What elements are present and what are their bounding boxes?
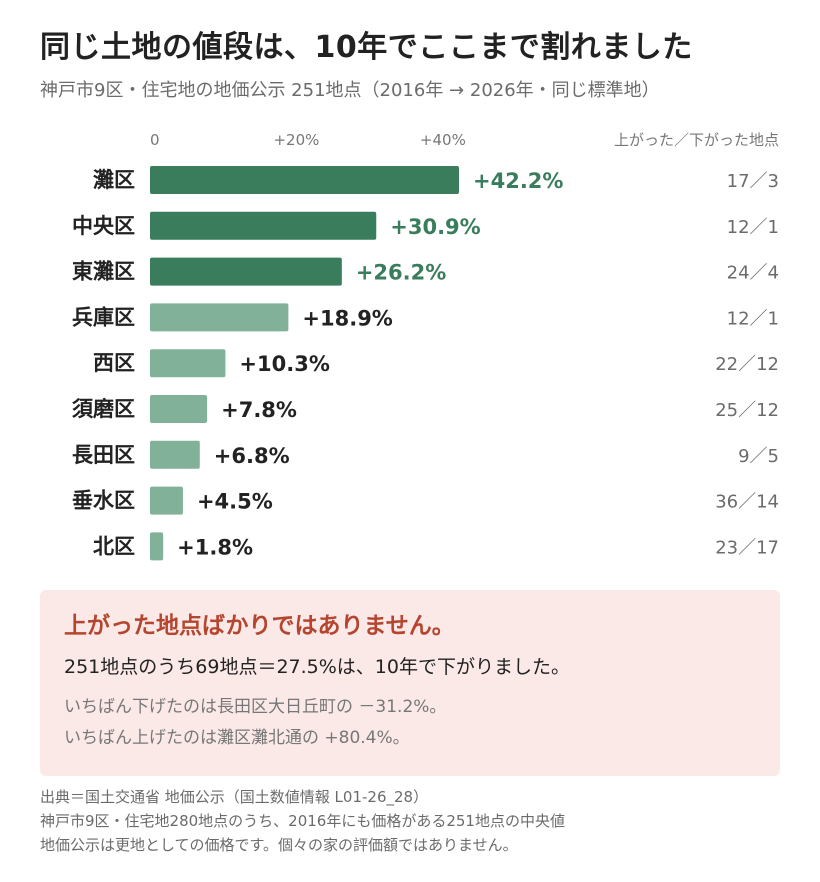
- bar: [150, 532, 164, 561]
- axis-tick-label: 0: [150, 131, 160, 149]
- count-label: 12／1: [727, 217, 779, 238]
- count-column-header: 上がった／下がった地点: [614, 131, 779, 149]
- bar: [150, 303, 289, 332]
- axis-tick-label: +20%: [273, 131, 319, 149]
- category-label: 中央区: [72, 214, 135, 238]
- count-label: 9／5: [738, 446, 779, 467]
- footer-note-median: 神戸市9区・住宅地280地点のうち、2016年にも価格がある251地点の中央値: [40, 812, 565, 830]
- callout-sub-text-high: いちばん上げたのは灘区灘北通の +80.4%。: [64, 728, 410, 748]
- bar: [150, 257, 342, 286]
- count-label: 24／4: [727, 263, 779, 284]
- data-label: +1.8%: [177, 535, 253, 559]
- callout-box: 上がった地点ばかりではありません。 251地点のうち69地点＝27.5%は、10…: [40, 590, 780, 776]
- axis-tick-label: +40%: [420, 131, 466, 149]
- data-label: +6.8%: [214, 444, 290, 468]
- footer-source: 出典＝国土交通省 地価公示（国土数値情報 L01-26_28）: [40, 788, 429, 806]
- bar: [150, 395, 208, 423]
- bar: [150, 349, 226, 378]
- category-label: 灘区: [93, 168, 135, 192]
- callout-main-text: 251地点のうち69地点＝27.5%は、10年で下がりました。: [64, 656, 570, 678]
- data-label: +10.3%: [239, 352, 329, 376]
- count-label: 25／12: [715, 400, 779, 421]
- data-label: +42.2%: [473, 169, 563, 193]
- category-label: 兵庫区: [72, 305, 135, 329]
- category-label: 北区: [93, 534, 135, 558]
- count-label: 12／1: [727, 308, 779, 329]
- bar: [150, 486, 183, 515]
- bar: [150, 440, 200, 469]
- category-label: 西区: [93, 351, 135, 375]
- category-label: 東灘区: [72, 260, 135, 284]
- data-label: +4.5%: [197, 490, 273, 514]
- footer-note-disclaimer: 地価公示は更地としての価格です。個々の家の評価額ではありません。: [40, 836, 518, 854]
- count-label: 17／3: [727, 171, 779, 192]
- count-label: 22／12: [715, 354, 779, 375]
- callout-sub-text-low: いちばん下げたのは長田区大日丘町の －31.2%。: [64, 697, 447, 717]
- callout-heading: 上がった地点ばかりではありません。: [64, 613, 455, 639]
- data-label: +30.9%: [390, 215, 480, 239]
- page-title: 同じ土地の値段は、10年でここまで割れました: [40, 30, 693, 65]
- count-label: 23／17: [715, 537, 779, 558]
- page-subtitle: 神戸市9区・住宅地の地価公示 251地点（2016年 → 2026年・同じ標準地…: [40, 80, 660, 101]
- data-label: +7.8%: [221, 398, 297, 422]
- bar: [150, 211, 377, 240]
- bar: [150, 166, 459, 194]
- data-label: +26.2%: [356, 261, 446, 285]
- category-label: 長田区: [72, 443, 135, 467]
- count-label: 36／14: [715, 492, 779, 513]
- category-label: 須磨区: [72, 397, 135, 421]
- category-label: 垂水区: [72, 489, 135, 513]
- data-label: +18.9%: [302, 306, 392, 330]
